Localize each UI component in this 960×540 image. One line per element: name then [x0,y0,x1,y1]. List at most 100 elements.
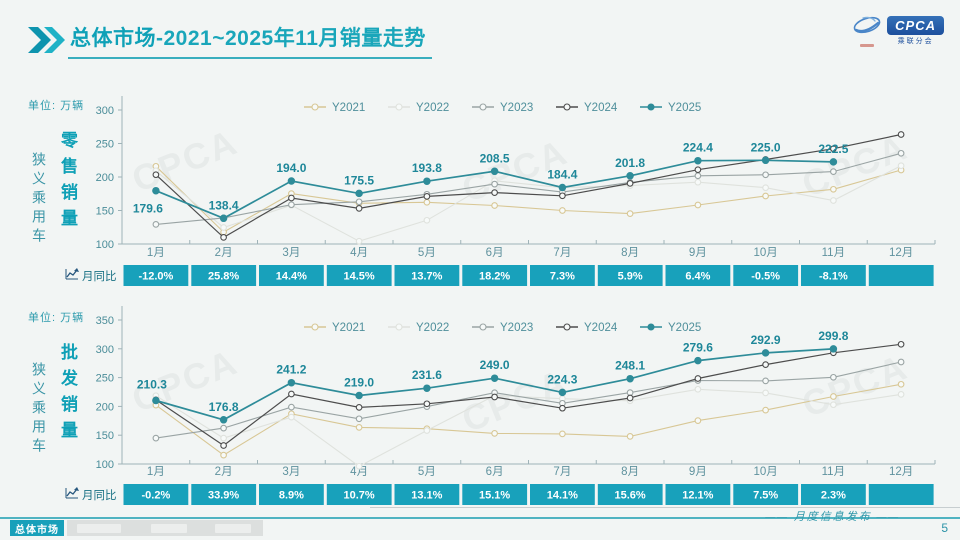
footer-tab-overall-market[interactable]: 总体市场 [10,520,64,536]
data-point-Y2024 [694,166,702,174]
point-label: 292.9 [751,333,781,347]
legend-item-Y2024[interactable]: Y2024 [556,322,618,334]
data-point-Y2023 [830,373,837,381]
month-label: 2月 [215,466,233,478]
month-label: 3月 [282,466,300,478]
legend-item-Y2022[interactable]: Y2022 [388,322,449,334]
data-point-Y2023 [694,172,702,180]
footer-tab-strip[interactable] [67,520,263,536]
yoy-value: -12.0% [138,271,173,283]
data-point-Y2025 [626,374,634,383]
yoy-cell [123,484,189,505]
page-title: 总体市场-2021~2025年11月销量走势 [68,22,432,59]
data-point-Y2025 [490,374,499,382]
legend-item-Y2022[interactable]: Y2022 [388,102,449,114]
series-line-Y2022 [155,388,902,467]
data-point-Y2023 [626,389,634,396]
data-point-Y2024 [626,180,634,187]
data-point-Y2024 [355,205,363,212]
data-point-Y2024 [626,394,634,402]
month-label: 6月 [486,466,504,478]
data-point-Y2021 [220,451,227,459]
legend-marker [647,103,655,111]
data-point-Y2022 [694,385,702,393]
logo-globe [851,14,883,47]
data-point-Y2021 [830,393,837,400]
legend-item-Y2024[interactable]: Y2024 [556,102,618,114]
data-point-Y2022 [423,427,431,434]
data-point-Y2024 [897,340,905,348]
legend-item-Y2023[interactable]: Y2023 [472,102,533,114]
data-point-Y2024 [762,361,769,368]
legend-label: Y2021 [332,102,365,114]
footer-tab-ghost-3[interactable] [215,523,251,533]
y-tick-label: 200 [96,172,114,184]
legend-item-Y2021[interactable]: Y2021 [304,102,365,114]
yoy-cell [597,484,663,505]
legend-item-Y2023[interactable]: Y2023 [472,322,533,334]
legend-marker [563,103,571,111]
data-point-Y2025 [219,416,228,424]
month-label: 7月 [553,247,571,259]
y-tick-label: 150 [96,206,114,218]
publication-label: —— 月度信息发布 —— [765,508,900,524]
yoy-value: 13.1% [411,490,442,502]
month-label: 5月 [418,247,436,259]
logo-text: CPCA [887,15,944,35]
yoy-value: 18.2% [479,271,510,283]
yoy-row-label: 月同比 [82,270,117,283]
data-point-Y2023 [288,201,295,209]
data-point-Y2024 [423,193,431,200]
data-point-Y2023 [830,168,837,175]
globe-swoosh-icon [853,16,881,34]
month-label: 2月 [215,247,233,259]
legend-item-Y2021[interactable]: Y2021 [304,322,365,334]
footer-tab-ghost-1[interactable] [77,523,121,533]
yoy-value: 8.9% [279,490,304,502]
yoy-cell [394,484,460,505]
data-point-Y2023 [152,221,160,228]
legend-item-Y2025[interactable]: Y2025 [640,322,701,334]
yoy-cell [259,265,324,286]
y-tick-label: 250 [96,139,114,151]
data-point-Y2023 [897,149,905,157]
data-point-Y2024 [694,375,702,382]
data-point-Y2024 [897,131,905,138]
data-point-Y2022 [762,184,769,192]
data-point-Y2023 [152,434,160,442]
data-point-Y2022 [762,389,769,397]
legend-marker [311,323,319,331]
month-label: 11月 [822,247,845,259]
logo-red-mark [860,44,875,47]
yoy-value: 6.4% [685,271,710,283]
series-line-Y2024 [155,343,902,447]
point-label: 299.8 [818,329,848,343]
y-tick-label: 250 [96,373,114,385]
data-point-Y2023 [355,415,363,423]
data-point-Y2021 [694,417,702,424]
yoy-cell [530,265,595,286]
yoy-cell [868,484,934,505]
legend-item-Y2025[interactable]: Y2025 [640,102,701,114]
yoy-cell [597,265,663,286]
footer-tab-ghost-2[interactable] [151,523,187,533]
wholesale-line-chart: 350 300 250 200 150 100 1月 2月 3月 4月 5月 6月 7月 8月 9月 10月 1… [65,306,936,505]
data-point-Y2022 [830,401,837,409]
data-point-Y2025 [287,177,296,185]
data-point-Y2024 [491,393,498,401]
month-label: 12月 [889,247,913,259]
month-label: 10月 [753,466,777,478]
legend-marker [479,323,487,331]
legend-label: Y2022 [416,322,449,334]
legend-label: Y2024 [584,102,618,114]
point-label: 224.3 [547,372,577,386]
yoy-cell [801,265,866,286]
y-tick-label: 300 [96,105,114,117]
data-point-Y2021 [491,202,498,209]
point-label: 222.5 [818,142,848,156]
yoy-value: 15.1% [479,490,510,502]
data-point-Y2022 [897,162,905,170]
yoy-value: 14.5% [344,271,375,283]
series-line-Y2023 [155,152,902,225]
data-point-Y2025 [355,391,363,400]
